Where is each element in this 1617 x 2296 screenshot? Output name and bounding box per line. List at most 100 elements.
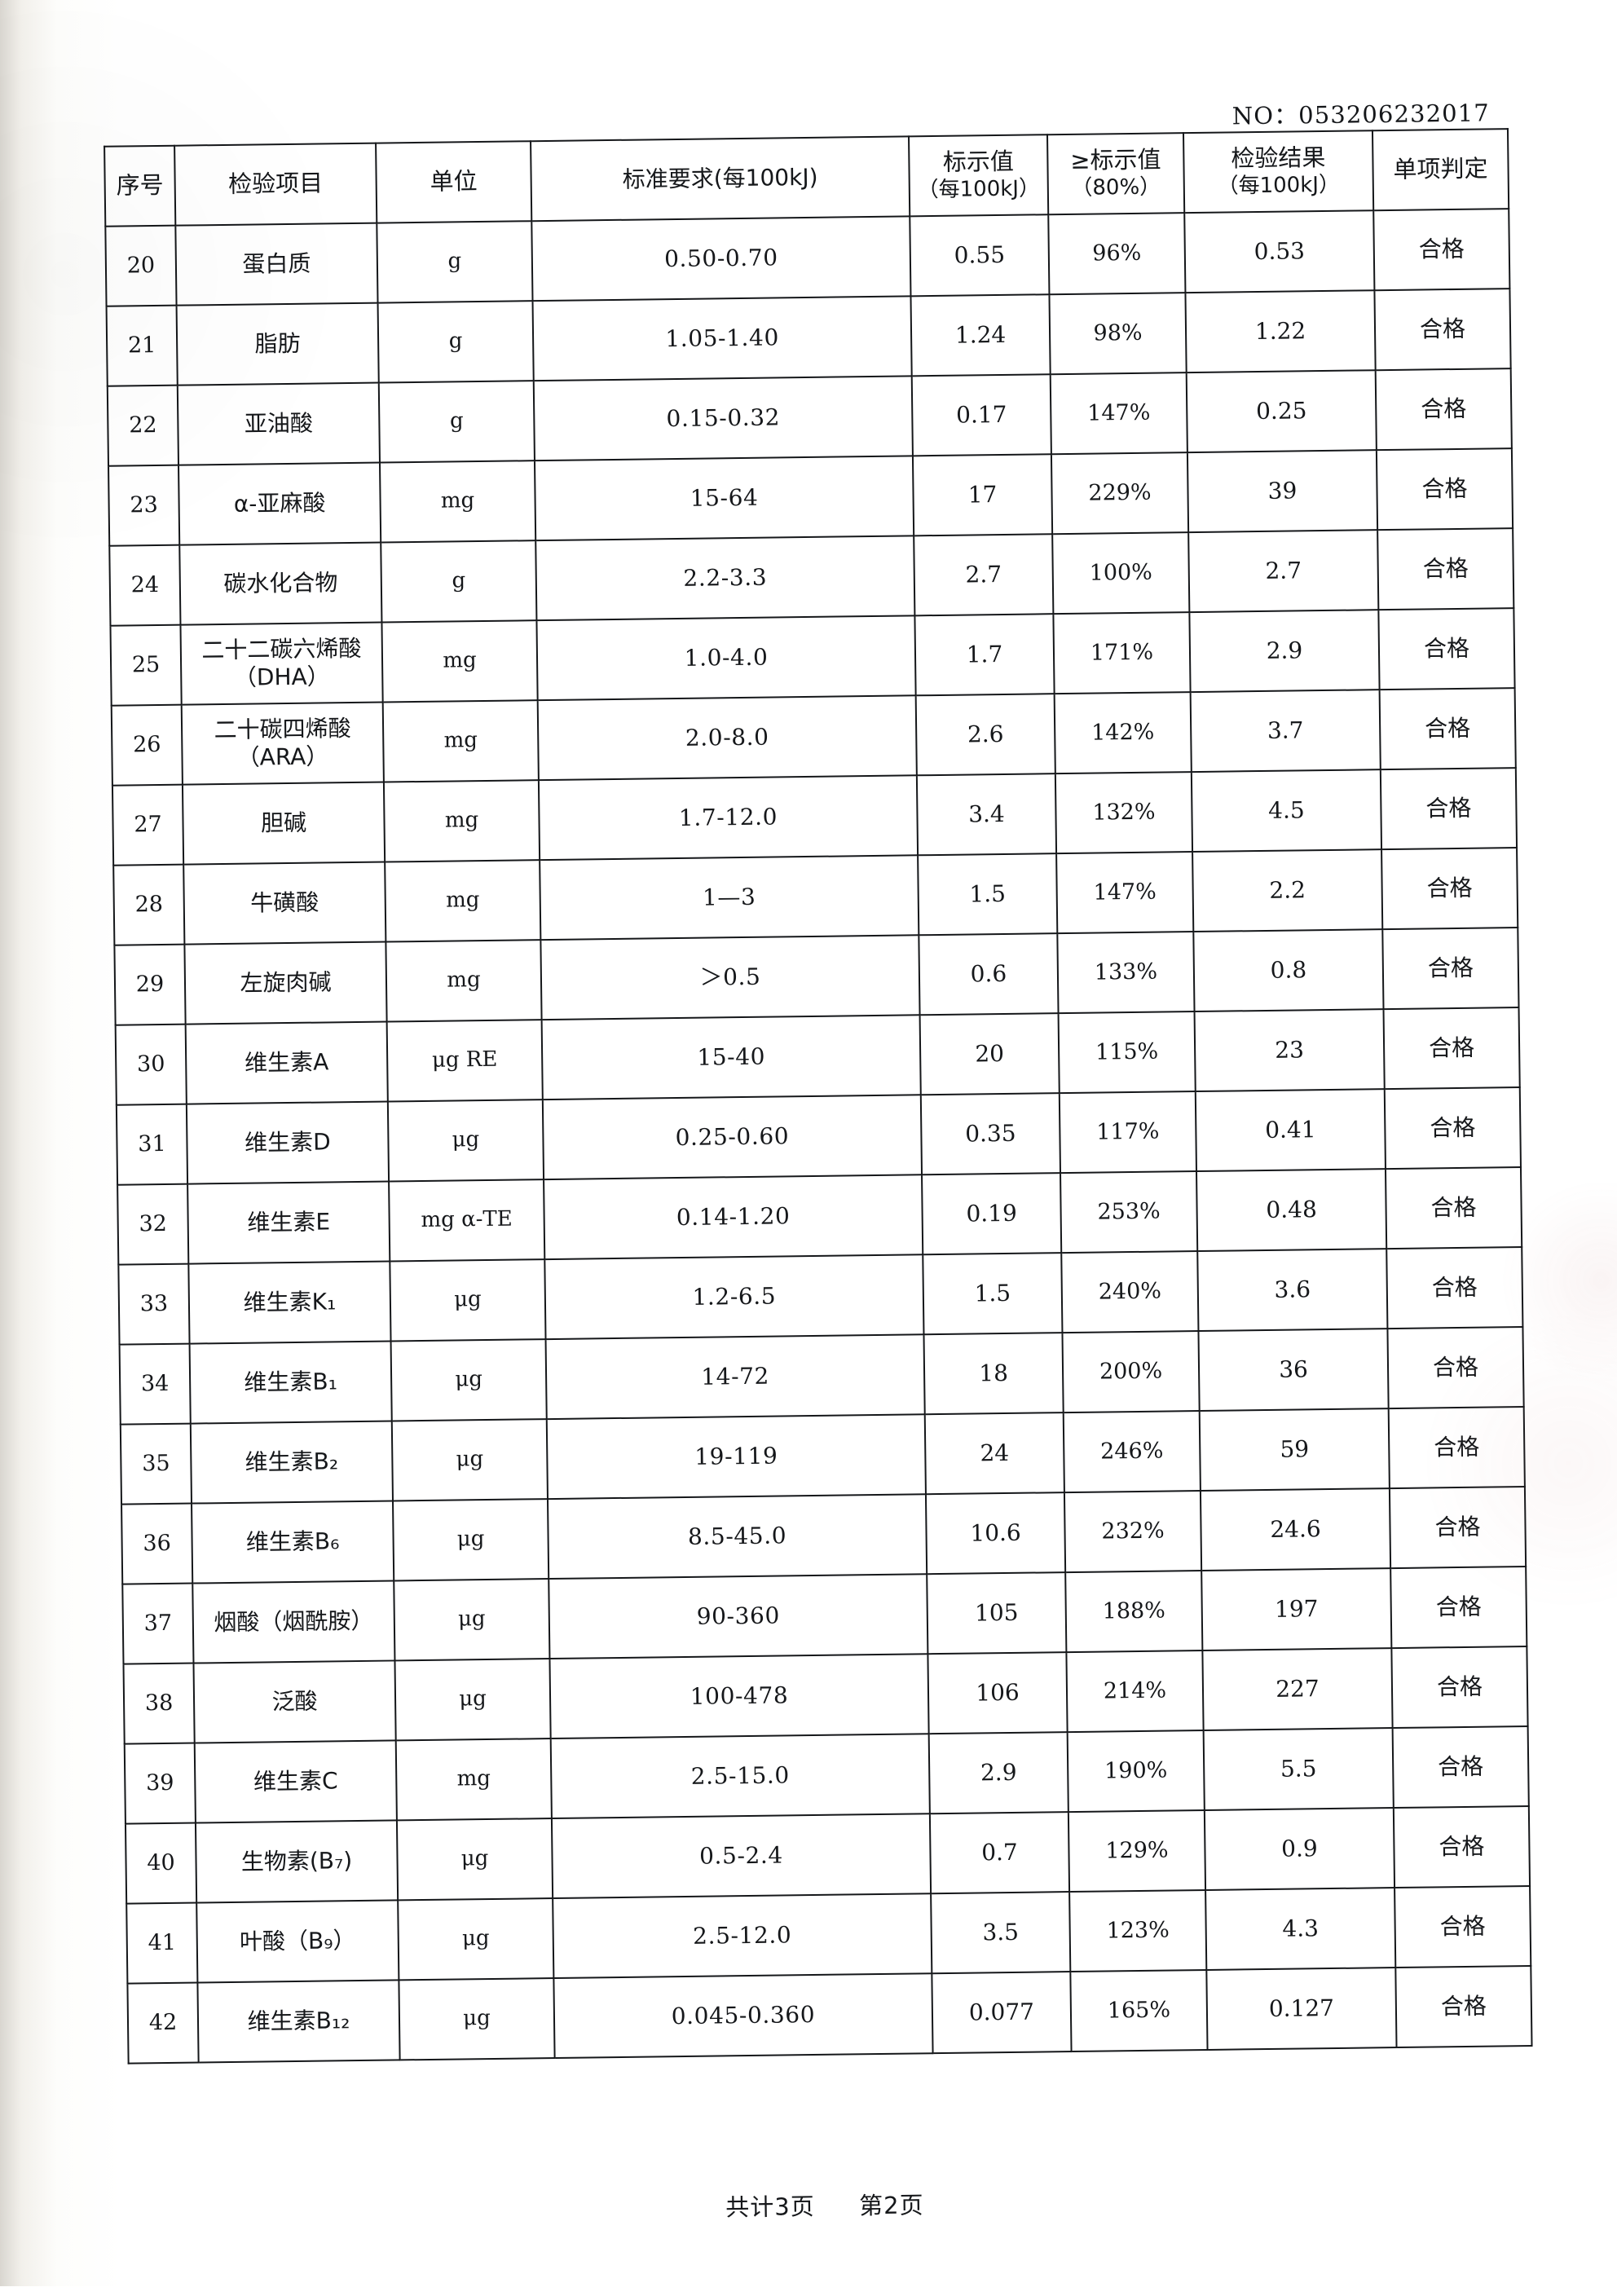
cell-item-line1: 维生素A: [187, 1047, 386, 1077]
cell-judgement: 合格: [1386, 1247, 1522, 1329]
cell-judgement: 合格: [1390, 1567, 1527, 1648]
cell-declared-value: 3.5: [931, 1892, 1070, 1973]
cell-standard: 15-64: [535, 456, 914, 540]
cell-result: 59: [1200, 1408, 1390, 1491]
cell-no: 34: [120, 1344, 191, 1425]
column-header-result-line2: （每100kJ）: [1185, 172, 1372, 201]
cell-result: 39: [1187, 450, 1377, 532]
cell-no: 29: [114, 945, 185, 1025]
page-footer: 共计3页 第2页: [16, 2177, 1617, 2232]
cell-standard: 8.5-45.0: [548, 1494, 927, 1579]
cell-item-line1: 生物素(B₇): [196, 1846, 396, 1876]
cell-standard: 0.14-1.20: [544, 1174, 923, 1259]
cell-standard: 0.25-0.60: [543, 1095, 922, 1179]
cell-item-line1: 维生素B₆: [192, 1527, 392, 1557]
cell-item: 牛磺酸: [183, 862, 386, 945]
cell-result: 0.8: [1193, 929, 1383, 1011]
cell-unit: μg: [397, 1818, 553, 1900]
column-header-result: 检验结果 （每100kJ）: [1183, 130, 1373, 213]
cell-ratio: 142%: [1055, 692, 1192, 773]
cell-judgement: 合格: [1377, 448, 1513, 530]
cell-item-line1: α-亚麻酸: [179, 488, 379, 518]
cell-unit: mg: [381, 620, 537, 702]
cell-declared-value: 0.7: [930, 1812, 1069, 1893]
cell-standard: ＞0.5: [540, 935, 919, 1020]
cell-unit: μg: [393, 1499, 549, 1580]
cell-result: 4.5: [1192, 769, 1381, 852]
cell-declared-value: 1.5: [923, 1253, 1062, 1334]
cell-item: 烟酸（烟酰胺）: [192, 1580, 394, 1663]
cell-unit: μg: [399, 1978, 554, 2060]
cell-result: 0.41: [1196, 1089, 1386, 1171]
cell-declared-value: 2.7: [914, 534, 1053, 615]
cell-ratio: 96%: [1048, 213, 1185, 294]
cell-standard: 1—3: [540, 855, 919, 940]
cell-declared-value: 2.6: [916, 694, 1055, 775]
cell-item-line1: 维生素C: [196, 1766, 395, 1796]
cell-judgement: 合格: [1390, 1487, 1526, 1568]
cell-unit: g: [377, 221, 532, 302]
cell-ratio: 132%: [1055, 772, 1192, 853]
cell-item-line1: 维生素D: [187, 1127, 387, 1157]
cell-declared-value: 2.9: [929, 1732, 1068, 1813]
cell-judgement: 合格: [1394, 1806, 1530, 1888]
cell-ratio: 240%: [1061, 1251, 1198, 1333]
cell-result: 2.9: [1189, 610, 1379, 692]
cell-standard: 15-40: [542, 1015, 921, 1100]
cell-ratio: 115%: [1059, 1011, 1196, 1093]
cell-standard: 2.2-3.3: [535, 535, 914, 620]
cell-unit: μg RE: [387, 1020, 543, 1101]
cell-ratio: 165%: [1070, 1970, 1207, 2051]
cell-standard: 1.05-1.40: [533, 296, 912, 381]
cell-unit: μg: [394, 1579, 549, 1660]
cell-unit: mg: [386, 940, 541, 1021]
cell-declared-value: 1.5: [918, 853, 1057, 935]
cell-item-line1: 二十碳四烯酸: [183, 714, 382, 744]
cell-item: 叶酸（B₉）: [196, 1900, 399, 1982]
cell-standard: 2.5-12.0: [553, 1893, 932, 1978]
cell-standard: 1.2-6.5: [544, 1254, 923, 1339]
cell-item-line1: 维生素B₁₂: [199, 2006, 399, 2036]
cell-item: 碳水化合物: [179, 543, 381, 625]
cell-item: 二十二碳六烯酸（DHA）: [180, 623, 382, 705]
cell-no: 23: [108, 465, 179, 546]
cell-ratio: 133%: [1057, 932, 1194, 1013]
cell-item-line1: 亚油酸: [178, 409, 378, 439]
cell-item: 维生素D: [187, 1102, 389, 1184]
cell-ratio: 123%: [1069, 1890, 1206, 1972]
cell-item: 蛋白质: [175, 223, 377, 306]
cell-item-line1: 维生素E: [188, 1207, 388, 1237]
column-header-unit: 单位: [376, 141, 531, 223]
cell-declared-value: 18: [923, 1333, 1063, 1414]
cell-declared-value: 17: [913, 454, 1052, 535]
cell-no: 32: [117, 1184, 188, 1265]
cell-ratio: 214%: [1066, 1650, 1203, 1732]
cell-declared-value: 105: [927, 1572, 1066, 1654]
cell-item: 生物素(B₇): [196, 1820, 398, 1902]
cell-unit: mg: [396, 1739, 552, 1820]
column-header-judgement: 单项判定: [1372, 129, 1509, 210]
cell-item-line1: 叶酸（B₉）: [198, 1926, 398, 1956]
cell-result: 227: [1202, 1648, 1392, 1730]
cell-judgement: 合格: [1393, 1726, 1529, 1808]
cell-item: 维生素B₁: [190, 1341, 392, 1423]
cell-declared-value: 0.17: [912, 374, 1051, 456]
cell-judgement: 合格: [1374, 289, 1510, 370]
cell-unit: μg: [390, 1259, 545, 1341]
cell-declared-value: 0.19: [922, 1173, 1061, 1254]
cell-declared-value: 3.4: [917, 773, 1056, 855]
column-header-declared-line1: 标示值: [943, 148, 1014, 176]
cell-standard: 100-478: [549, 1654, 928, 1739]
cell-declared-value: 0.077: [932, 1972, 1071, 2053]
cell-unit: μg: [391, 1339, 547, 1421]
cell-declared-value: 106: [927, 1652, 1067, 1734]
cell-standard: 0.15-0.32: [534, 376, 913, 461]
cell-unit: g: [378, 301, 534, 382]
cell-unit: g: [379, 381, 535, 462]
cell-standard: 19-119: [547, 1414, 926, 1499]
cell-declared-value: 10.6: [926, 1492, 1065, 1574]
cell-judgement: 合格: [1386, 1167, 1522, 1249]
cell-no: 25: [110, 625, 181, 706]
